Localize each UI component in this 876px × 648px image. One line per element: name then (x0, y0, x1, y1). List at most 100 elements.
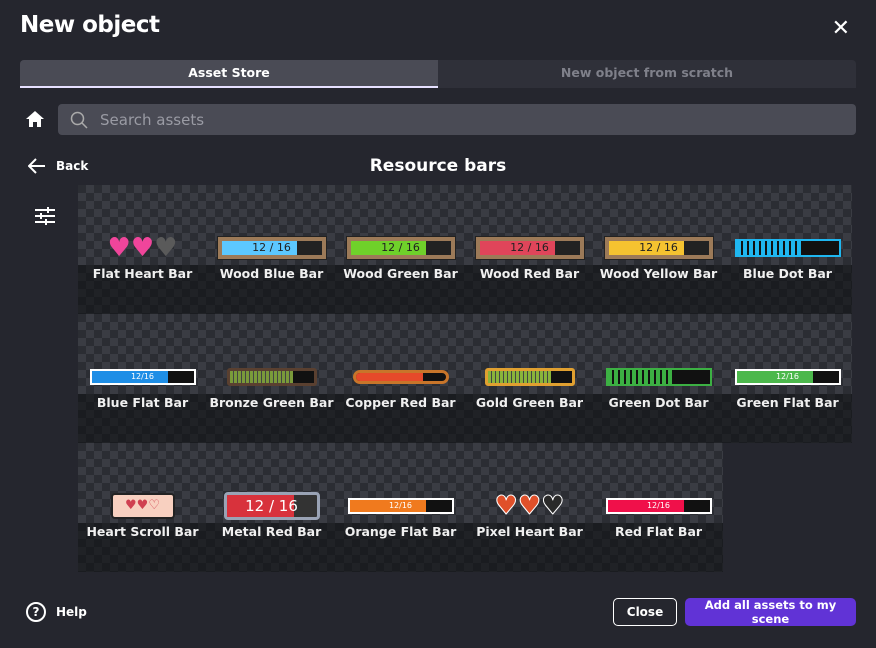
label-strip (336, 394, 465, 443)
asset-card[interactable]: 12 / 16 Metal Red Bar (207, 443, 336, 572)
asset-preview: 12 / 16 (207, 491, 336, 521)
dialog-title: New object (20, 12, 160, 38)
tab-new-object-from-scratch[interactable]: New object from scratch (560, 65, 734, 80)
close-button[interactable]: Close (613, 598, 677, 626)
label-strip (336, 523, 465, 572)
help-label: Help (56, 605, 87, 619)
asset-card[interactable]: 12/16 Red Flat Bar (594, 443, 723, 572)
asset-grid: ♥ ♥ ♥ Flat Heart Bar 12 / 16 Wood Blue Bar 12 … (78, 185, 852, 572)
asset-card[interactable]: Copper Red Bar (336, 314, 465, 443)
label-strip (78, 265, 207, 314)
asset-name: Blue Dot Bar (743, 266, 832, 281)
label-strip (465, 523, 594, 572)
asset-preview: 12/16 (723, 362, 852, 392)
asset-name: Wood Green Bar (343, 266, 458, 281)
label-strip (78, 394, 207, 443)
asset-preview (336, 362, 465, 392)
asset-card[interactable]: ♥ ♥ ♥ Pixel Heart Bar (465, 443, 594, 572)
add-all-assets-button[interactable]: Add all assets to my scene (685, 598, 856, 626)
home-icon[interactable] (25, 109, 45, 129)
asset-card[interactable]: 12 / 16 Wood Blue Bar (207, 185, 336, 314)
asset-preview: 12/16 (336, 491, 465, 521)
label-strip (723, 265, 852, 314)
bar-value: 12/16 (775, 372, 800, 381)
page-title: Resource bars (369, 156, 507, 176)
asset-name: Wood Blue Bar (219, 266, 324, 281)
asset-preview: 12/16 (78, 362, 207, 392)
asset-preview: ♥♥♡ (78, 491, 207, 521)
label-strip (594, 265, 723, 314)
asset-card[interactable]: 12 / 16 Wood Yellow Bar (594, 185, 723, 314)
asset-preview: 12 / 16 (594, 233, 723, 263)
heart-icon: ♥ (517, 491, 542, 521)
label-strip (594, 394, 723, 443)
asset-name: Heart Scroll Bar (86, 524, 199, 539)
asset-card[interactable]: 12 / 16 Wood Green Bar (336, 185, 465, 314)
asset-name: Green Dot Bar (608, 395, 709, 410)
bar-value: 12/16 (130, 372, 155, 381)
asset-preview: 12/16 (594, 491, 723, 521)
asset-name: Metal Red Bar (221, 524, 322, 539)
label-strip (465, 394, 594, 443)
bar-value: 12 / 16 (381, 241, 420, 254)
search-field[interactable] (58, 104, 856, 135)
asset-card[interactable]: 12/16 Blue Flat Bar (78, 314, 207, 443)
asset-card[interactable]: 12/16 Orange Flat Bar (336, 443, 465, 572)
label-strip (723, 394, 852, 443)
bar-value: 12/16 (388, 501, 413, 510)
heart-icon: ♥ (154, 233, 178, 263)
bar-value: 12 / 16 (245, 497, 298, 515)
label-strip (336, 265, 465, 314)
bar-value: 12/16 (646, 501, 671, 510)
asset-preview: 12 / 16 (336, 233, 465, 263)
back-button[interactable]: Back (28, 158, 88, 174)
close-icon[interactable]: ✕ (831, 16, 850, 41)
search-input[interactable] (100, 110, 800, 129)
arrow-left-icon (28, 158, 45, 174)
label-strip (78, 523, 207, 572)
asset-name: Flat Heart Bar (92, 266, 193, 281)
asset-card[interactable]: Gold Green Bar (465, 314, 594, 443)
asset-name: Green Flat Bar (736, 395, 839, 410)
help-button[interactable]: ? Help (26, 598, 87, 626)
asset-name: Copper Red Bar (345, 395, 456, 410)
asset-preview (465, 362, 594, 392)
asset-name: Gold Green Bar (475, 395, 584, 410)
heart-icon: ♥ (541, 491, 565, 521)
asset-card[interactable]: 12 / 16 Wood Red Bar (465, 185, 594, 314)
asset-card[interactable]: ♥ ♥ ♥ Flat Heart Bar (78, 185, 207, 314)
tab-asset-store[interactable]: Asset Store (20, 60, 438, 88)
asset-name: Blue Flat Bar (96, 395, 189, 410)
search-icon (70, 111, 88, 129)
bar-value: 12 / 16 (639, 241, 678, 254)
back-label: Back (56, 159, 89, 173)
asset-card[interactable]: Bronze Green Bar (207, 314, 336, 443)
asset-preview: 12 / 16 (465, 233, 594, 263)
asset-name: Red Flat Bar (614, 524, 703, 539)
asset-name: Wood Yellow Bar (599, 266, 718, 281)
asset-name: Wood Red Bar (479, 266, 580, 281)
asset-card[interactable]: Green Dot Bar (594, 314, 723, 443)
asset-card[interactable]: ♥♥♡ Heart Scroll Bar (78, 443, 207, 572)
heart-icon: ♥ (107, 233, 131, 263)
filter-icon[interactable] (35, 207, 55, 225)
heart-icon: ♥ (130, 233, 155, 263)
asset-preview (207, 362, 336, 392)
asset-name: Bronze Green Bar (209, 395, 334, 410)
heart-scroll-icon: ♥♥♡ (110, 493, 175, 519)
asset-name: Orange Flat Bar (344, 524, 457, 539)
asset-preview: ♥ ♥ ♥ (78, 233, 207, 263)
label-strip (465, 265, 594, 314)
asset-preview (594, 362, 723, 392)
asset-preview: 12 / 16 (207, 233, 336, 263)
asset-card[interactable]: 12/16 Green Flat Bar (723, 314, 852, 443)
tab-bar: Asset Store New object from scratch (20, 60, 856, 88)
asset-preview (723, 233, 852, 263)
bar-value: 12 / 16 (510, 241, 549, 254)
asset-card[interactable]: Blue Dot Bar (723, 185, 852, 314)
bar-value: 12 / 16 (252, 241, 291, 254)
label-strip (207, 523, 336, 572)
heart-icon: ♥ (494, 491, 518, 521)
label-strip (594, 523, 723, 572)
label-strip (207, 265, 336, 314)
